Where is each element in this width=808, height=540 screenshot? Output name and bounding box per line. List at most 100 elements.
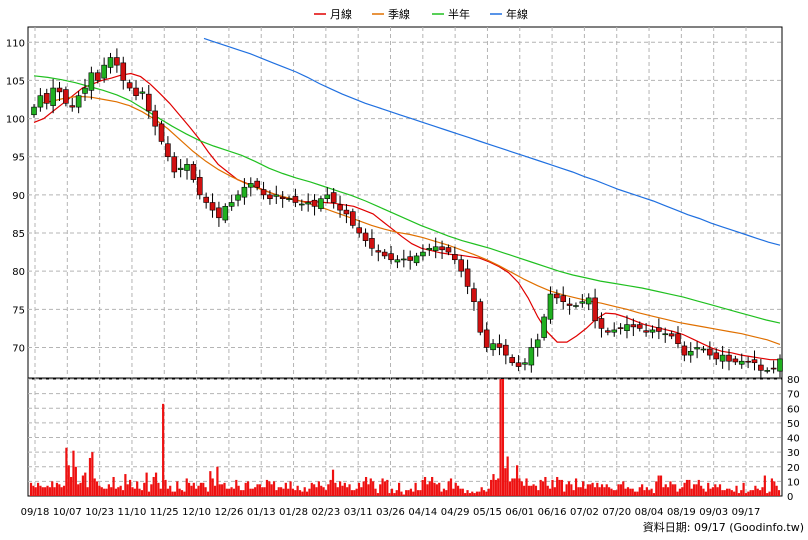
volume-bar — [556, 476, 559, 496]
date-tick-label: 03/11 — [344, 507, 373, 518]
volume-bar — [695, 484, 698, 496]
volume-bar — [150, 484, 153, 496]
volume-bar — [72, 450, 75, 496]
candle-down — [330, 192, 337, 203]
volume-tick-label: 40 — [787, 434, 800, 445]
volume-bar — [530, 485, 533, 496]
volume-bar — [685, 479, 689, 496]
volume-bar — [756, 488, 759, 496]
volume-bar — [593, 487, 597, 496]
volume-bar — [129, 479, 132, 496]
volume-bar — [560, 479, 564, 496]
volume-bar — [737, 493, 740, 496]
volume-bar — [499, 379, 502, 496]
volume-bar — [744, 493, 748, 496]
candle-down — [388, 253, 394, 261]
volume-bar — [624, 488, 627, 496]
candle-down — [758, 364, 764, 371]
date-tick-label: 01/13 — [247, 507, 276, 518]
candle-up — [401, 258, 407, 261]
candle-down — [356, 227, 362, 234]
volume-bar — [452, 488, 455, 496]
ma-month-line — [33, 72, 780, 361]
candle-down — [381, 251, 388, 257]
date-tick-label: 03/26 — [376, 507, 405, 518]
volume-bar — [770, 478, 774, 496]
volume-bar — [638, 487, 641, 496]
candle-down — [267, 194, 273, 199]
volume-bar — [534, 485, 538, 496]
candle-up — [777, 358, 783, 372]
candle-down — [292, 196, 299, 203]
candle-down — [592, 297, 598, 322]
volume-bar — [258, 484, 261, 496]
volume-bar — [60, 487, 63, 496]
candle-down — [439, 246, 445, 251]
volume-bar — [652, 493, 656, 496]
volume-bar — [353, 490, 356, 496]
volume-bar — [515, 465, 519, 496]
volume-bar — [662, 487, 665, 496]
volume-bar — [164, 479, 167, 496]
volume-bar — [449, 478, 453, 496]
volume-bar — [751, 490, 755, 496]
price-panel-frame — [27, 26, 783, 379]
volume-bar — [65, 447, 68, 496]
candle-down — [477, 301, 484, 333]
candle-up — [420, 251, 426, 257]
volume-bar — [466, 490, 469, 496]
candle-down — [732, 358, 739, 363]
volume-bar — [74, 466, 77, 496]
volume-tick-label: 80 — [787, 375, 800, 386]
volume-bar — [195, 488, 198, 496]
volume-bar — [162, 403, 165, 496]
volume-bar — [742, 482, 745, 496]
candle-down — [145, 93, 152, 112]
volume-bar — [409, 488, 412, 496]
volume-bar — [714, 484, 717, 496]
volume-bar — [442, 488, 446, 496]
volume-bar — [697, 479, 700, 496]
candle-down — [337, 204, 343, 211]
volume-tick-label: 0 — [787, 492, 793, 503]
volume-bar — [657, 475, 660, 496]
volume-bar — [402, 494, 405, 496]
candle-down — [69, 105, 76, 108]
volume-bar — [700, 485, 703, 496]
volume-bar — [544, 476, 547, 496]
candle-down — [216, 207, 222, 219]
volume-bar — [671, 484, 674, 496]
candle-down — [343, 209, 350, 215]
volume-bar — [777, 490, 781, 496]
candle-up — [490, 343, 496, 351]
candle-up — [273, 194, 280, 197]
candle-up — [432, 246, 439, 251]
volume-bar — [223, 482, 226, 496]
volume-bar — [320, 485, 323, 496]
volume-tick-label: 10 — [787, 477, 800, 488]
candle-up — [222, 206, 229, 221]
candle-up — [228, 202, 235, 207]
volume-bar — [716, 487, 719, 496]
candle-up — [31, 106, 37, 116]
candle-up — [298, 203, 305, 206]
volume-bar — [513, 478, 516, 496]
candle-down — [260, 189, 267, 196]
candle-down — [362, 232, 369, 241]
volume-bar — [622, 481, 625, 496]
volume-bar — [626, 487, 630, 496]
date-tick-label: 09/03 — [699, 507, 728, 518]
volume-bar — [341, 485, 344, 496]
candle-up — [413, 255, 420, 264]
volume-bar — [237, 485, 240, 496]
volume-bar — [520, 481, 523, 496]
volume-bar — [600, 484, 604, 496]
volume-bar — [88, 457, 92, 496]
volume-bar — [690, 488, 693, 496]
candle-up — [541, 316, 547, 338]
volume-bar — [749, 490, 752, 496]
candle-down — [713, 352, 720, 360]
date-tick-label: 11/10 — [118, 507, 147, 518]
volume-bar — [289, 481, 292, 496]
candle-down — [617, 327, 624, 329]
